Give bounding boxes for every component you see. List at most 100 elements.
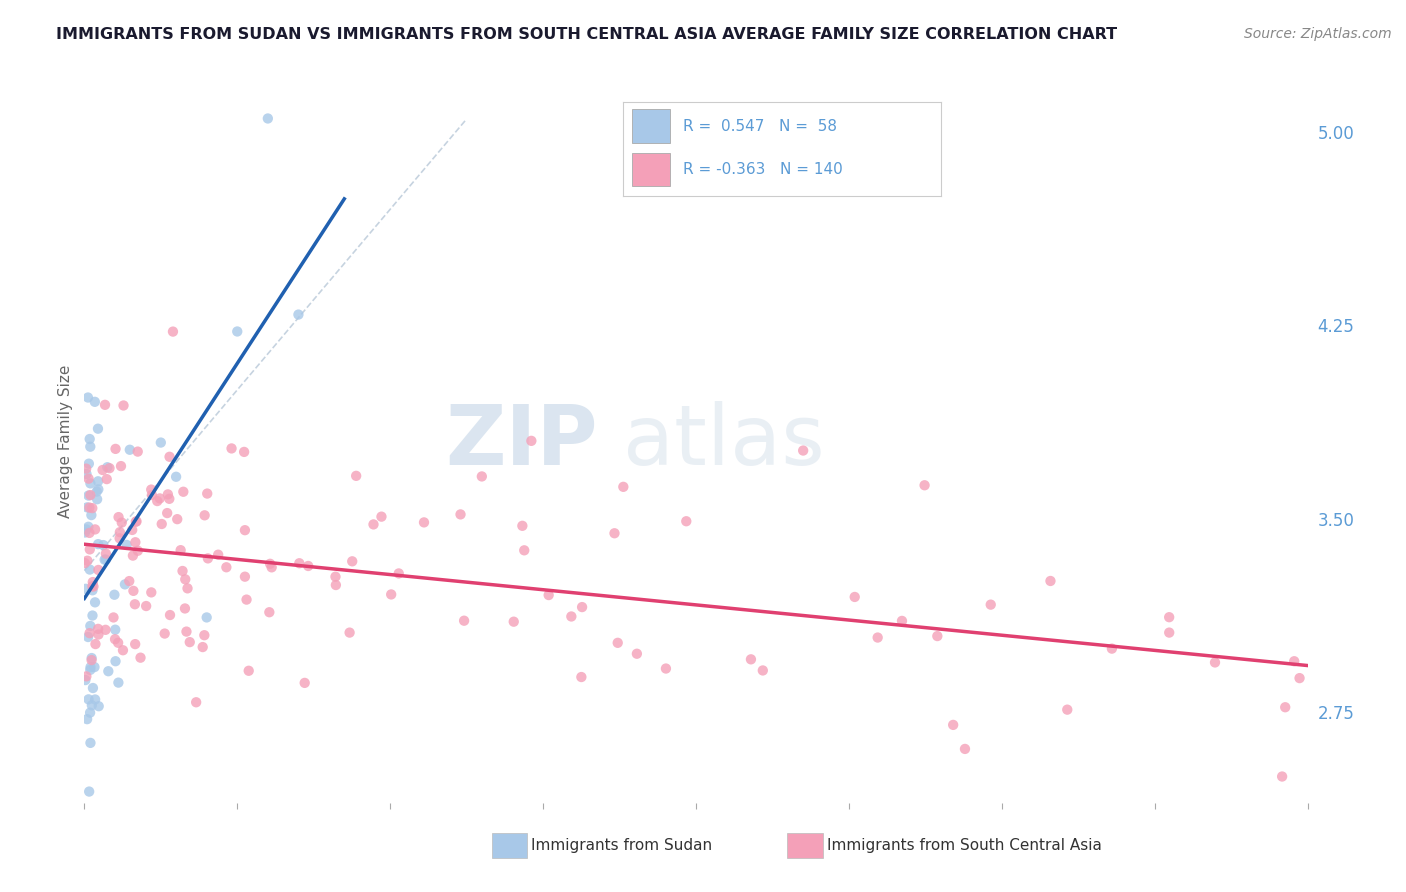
Point [520, 434, 543, 448]
Point [342, 554, 364, 568]
Point [79, 736, 101, 750]
Point [169, 543, 191, 558]
Point [79, 488, 101, 502]
Point [195, 486, 218, 500]
Point [87, 563, 110, 577]
Point [388, 566, 411, 581]
Point [77, 784, 100, 798]
Point [235, 592, 257, 607]
Point [156, 487, 179, 501]
Point [111, 643, 134, 657]
Point [141, 488, 163, 502]
Point [77, 630, 100, 644]
Point [221, 442, 243, 456]
Point [450, 508, 472, 522]
Point [104, 442, 127, 456]
Point [124, 597, 146, 611]
Point [124, 535, 146, 549]
Point [76, 467, 98, 481]
Text: Source: ZipAtlas.com: Source: ZipAtlas.com [1244, 27, 1392, 41]
Point [215, 560, 238, 574]
Point [75, 582, 97, 596]
Point [174, 601, 197, 615]
Point [80, 698, 103, 713]
Point [104, 632, 127, 647]
Point [287, 308, 309, 322]
Point [153, 626, 176, 640]
Point [157, 491, 180, 506]
Point [502, 615, 524, 629]
Point [87, 537, 110, 551]
Point [150, 516, 173, 531]
Text: Immigrants from Sudan: Immigrants from Sudan [531, 838, 713, 853]
Point [141, 585, 163, 599]
Point [80, 508, 103, 522]
Point [162, 325, 184, 339]
Point [124, 637, 146, 651]
Point [226, 325, 249, 339]
Point [127, 444, 149, 458]
Point [603, 526, 626, 541]
Point [125, 514, 148, 528]
Point [370, 509, 392, 524]
Point [197, 551, 219, 566]
Point [76, 712, 98, 726]
Point [73, 525, 96, 540]
Point [87, 483, 110, 497]
Point [191, 640, 214, 654]
Point [94, 398, 117, 412]
Point [114, 577, 136, 591]
Point [107, 675, 129, 690]
Point [325, 570, 347, 584]
Point [259, 557, 281, 571]
Point [107, 510, 129, 524]
Point [569, 670, 592, 684]
Point [165, 469, 187, 483]
Point [98, 461, 121, 475]
Point [77, 391, 100, 405]
Point [344, 468, 367, 483]
Text: IMMIGRANTS FROM SUDAN VS IMMIGRANTS FROM SOUTH CENTRAL ASIA AVERAGE FAMILY SIZE : IMMIGRANTS FROM SUDAN VS IMMIGRANTS FROM… [56, 27, 1118, 42]
Point [560, 609, 582, 624]
Point [325, 578, 347, 592]
Point [297, 559, 319, 574]
Point [413, 516, 436, 530]
Point [1159, 610, 1181, 624]
Point [866, 631, 889, 645]
Point [79, 432, 101, 446]
Text: Immigrants from South Central Asia: Immigrants from South Central Asia [827, 838, 1102, 853]
Point [380, 587, 402, 601]
Point [93, 552, 115, 566]
Point [79, 500, 101, 515]
Point [891, 614, 914, 628]
Point [110, 459, 132, 474]
Point [159, 450, 181, 464]
Point [122, 583, 145, 598]
Point [87, 422, 110, 436]
Point [238, 664, 260, 678]
Point [77, 692, 100, 706]
Point [512, 518, 534, 533]
Point [471, 469, 494, 483]
Point [80, 651, 103, 665]
Point [91, 463, 114, 477]
Point [75, 669, 97, 683]
Point [121, 523, 143, 537]
Point [752, 664, 775, 678]
Point [207, 548, 229, 562]
Point [1056, 703, 1078, 717]
Point [94, 547, 117, 561]
Point [176, 624, 198, 639]
Point [513, 543, 536, 558]
Point [288, 556, 311, 570]
Point [1288, 671, 1310, 685]
Point [82, 580, 104, 594]
Point [156, 506, 179, 520]
Point [1039, 574, 1062, 588]
Point [82, 608, 104, 623]
Point [103, 588, 125, 602]
Point [537, 588, 560, 602]
Point [108, 531, 131, 545]
Point [159, 608, 181, 623]
Text: atlas: atlas [623, 401, 824, 482]
